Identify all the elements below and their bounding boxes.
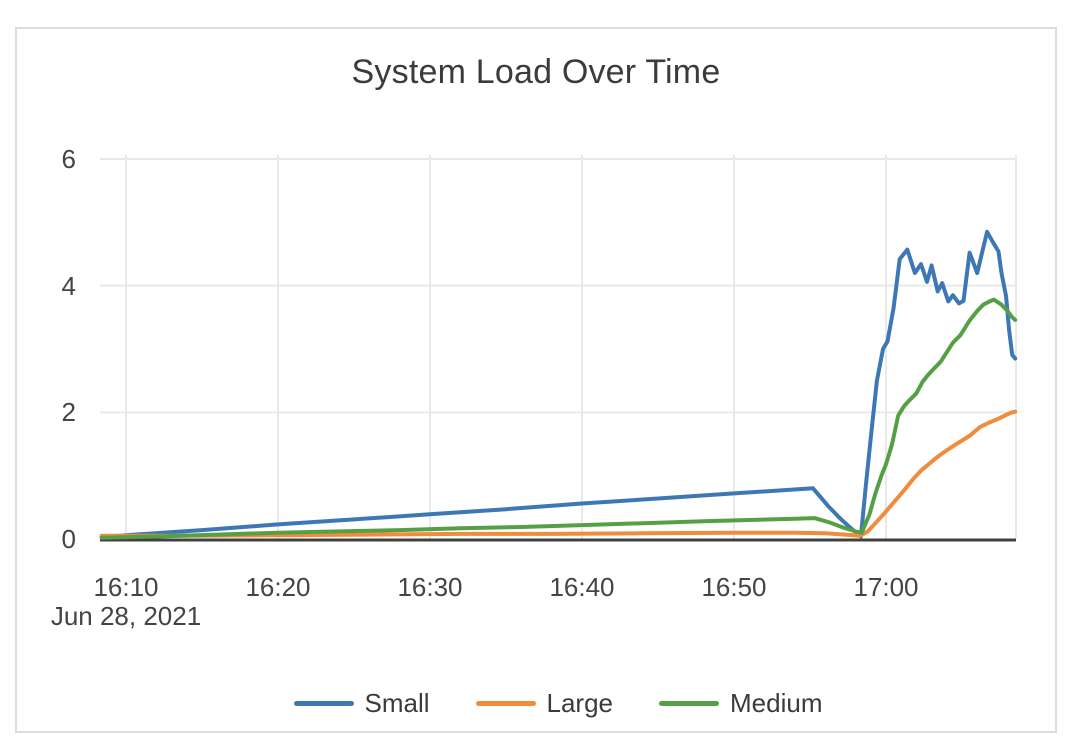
legend-item-small[interactable]: Small [293, 688, 430, 719]
x-tick-label: 16:50 [701, 572, 767, 602]
series-line-medium[interactable] [99, 297, 1018, 540]
legend-item-large[interactable]: Large [475, 688, 614, 719]
y-tick-label: 4 [61, 270, 76, 301]
x-tick-label: 16:20 [245, 572, 311, 602]
x-tick-label: 16:40 [549, 572, 615, 602]
chart-card [15, 27, 1057, 733]
chart-title: System Load Over Time [351, 53, 721, 91]
series-line-large[interactable] [99, 409, 1018, 538]
legend-swatch-medium [659, 701, 720, 706]
legend-item-medium[interactable]: Medium [659, 688, 823, 719]
x-tick-label: 16:30 [397, 572, 463, 602]
y-tick-label: 0 [61, 524, 76, 554]
y-tick-label: 6 [61, 144, 76, 175]
legend: Small Large Medium [100, 688, 1016, 719]
legend-label: Medium [730, 688, 823, 718]
x-axis-date-label: Jun 28, 2021 [50, 601, 202, 631]
legend-label: Small [364, 688, 430, 718]
series-line-small[interactable] [99, 229, 1018, 540]
legend-swatch-large [475, 701, 536, 706]
x-tick-label: 16:10 [93, 572, 159, 602]
x-tick-label: 17:00 [853, 572, 919, 602]
legend-swatch-small [293, 701, 354, 706]
legend-label: Large [546, 688, 614, 718]
y-tick-label: 2 [61, 397, 76, 428]
